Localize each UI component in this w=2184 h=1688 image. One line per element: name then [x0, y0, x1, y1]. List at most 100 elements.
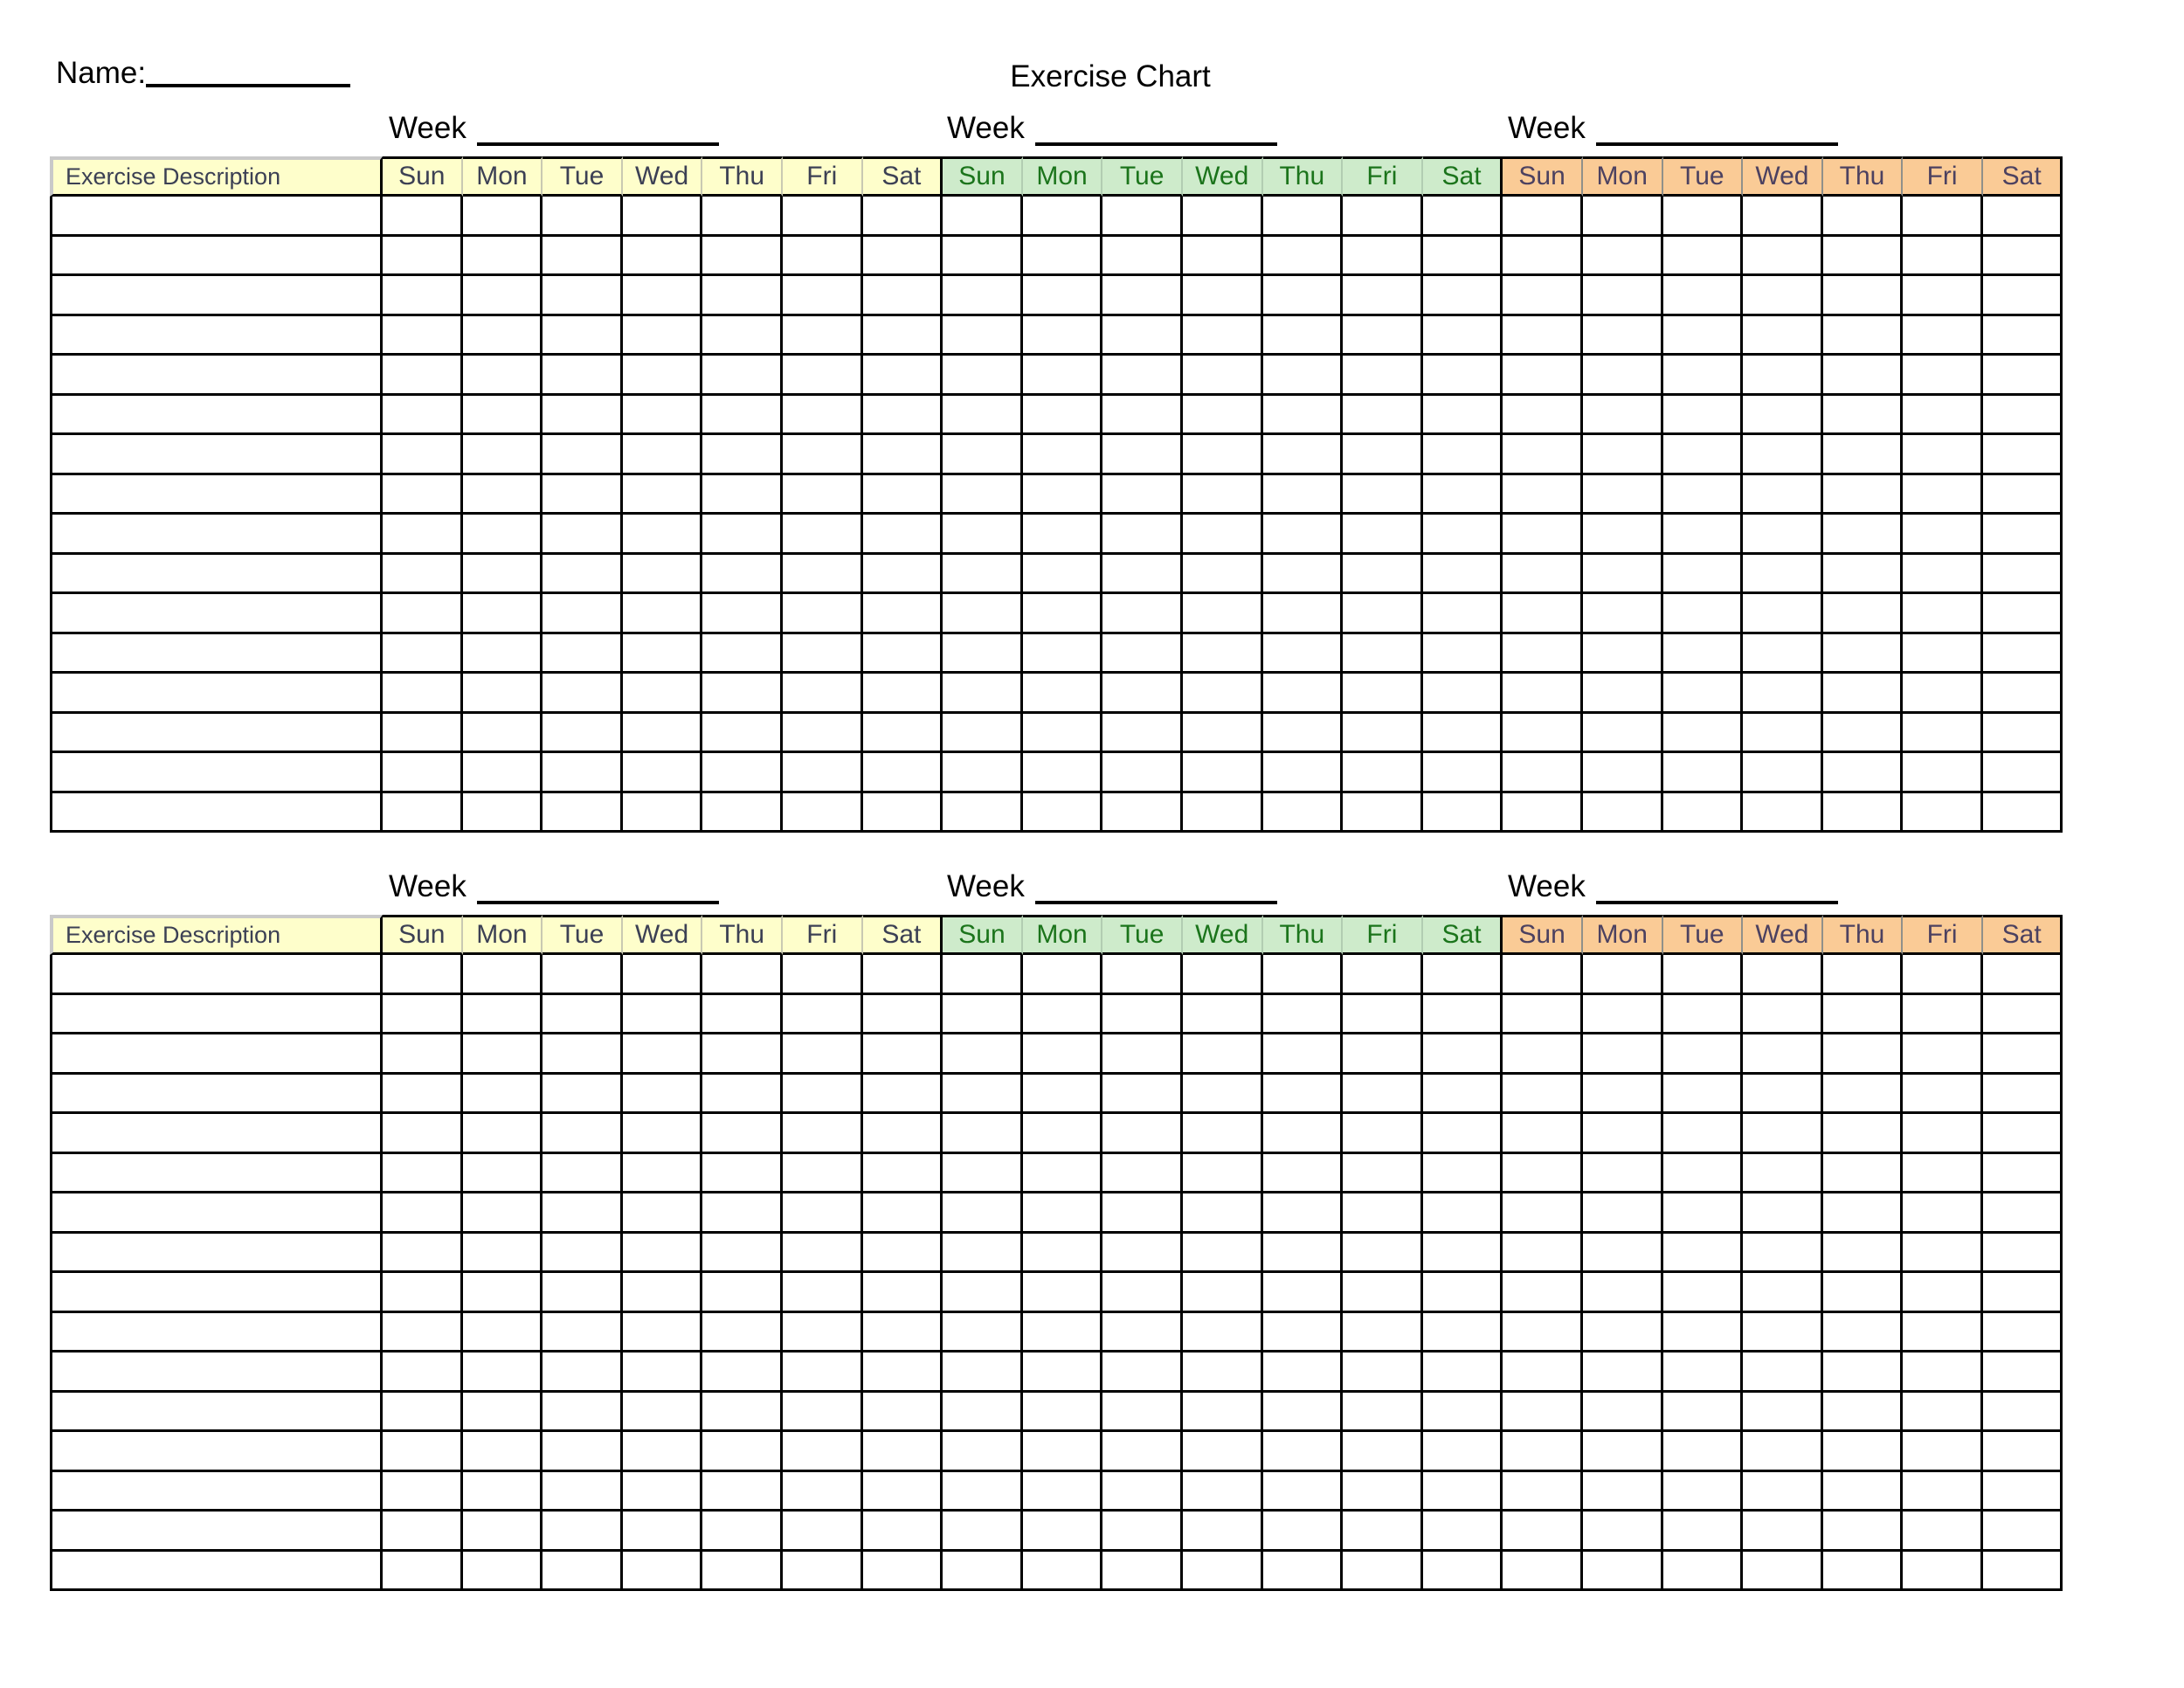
day-cell-week-1[interactable] — [702, 1034, 783, 1075]
day-cell-week-2[interactable] — [1102, 1312, 1183, 1352]
day-cell-week-3[interactable] — [1662, 554, 1744, 594]
day-cell-week-1[interactable] — [862, 474, 943, 515]
day-cell-week-2[interactable] — [1343, 276, 1423, 316]
day-cell-week-3[interactable] — [1662, 594, 1744, 634]
day-cell-week-2[interactable] — [1022, 315, 1103, 356]
day-cell-week-1[interactable] — [543, 594, 623, 634]
day-cell-week-2[interactable] — [1262, 713, 1344, 753]
day-cell-week-2[interactable] — [943, 1233, 1023, 1273]
day-cell-week-3[interactable] — [1662, 1233, 1744, 1273]
day-cell-week-1[interactable] — [862, 1512, 943, 1552]
day-cell-week-1[interactable] — [862, 753, 943, 793]
day-cell-week-1[interactable] — [383, 633, 463, 674]
day-cell-week-2[interactable] — [1182, 633, 1263, 674]
day-cell-week-2[interactable] — [1343, 1392, 1423, 1432]
day-cell-week-2[interactable] — [1022, 515, 1103, 555]
day-cell-week-3[interactable] — [1743, 395, 1823, 435]
day-cell-week-2[interactable] — [1022, 594, 1103, 634]
day-cell-week-3[interactable] — [1743, 994, 1823, 1034]
day-cell-week-3[interactable] — [1503, 1273, 1583, 1313]
exercise-description-cell[interactable] — [50, 1312, 383, 1352]
day-cell-week-3[interactable] — [1822, 197, 1904, 237]
day-cell-week-1[interactable] — [782, 1471, 863, 1512]
day-cell-week-2[interactable] — [1422, 1074, 1503, 1114]
day-cell-week-3[interactable] — [1903, 197, 1983, 237]
exercise-description-cell[interactable] — [50, 1193, 383, 1234]
day-cell-week-2[interactable] — [943, 356, 1023, 396]
day-cell-week-3[interactable] — [1982, 753, 2063, 793]
day-cell-week-2[interactable] — [1422, 713, 1503, 753]
day-cell-week-3[interactable] — [1982, 1193, 2063, 1234]
day-cell-week-2[interactable] — [1422, 276, 1503, 316]
day-cell-week-1[interactable] — [622, 1432, 703, 1472]
day-cell-week-1[interactable] — [543, 1512, 623, 1552]
day-cell-week-2[interactable] — [1343, 1034, 1423, 1075]
day-cell-week-3[interactable] — [1503, 197, 1583, 237]
day-cell-week-3[interactable] — [1662, 1551, 1744, 1591]
day-cell-week-1[interactable] — [383, 435, 463, 475]
day-cell-week-1[interactable] — [622, 1312, 703, 1352]
day-cell-week-3[interactable] — [1822, 674, 1904, 714]
day-cell-week-3[interactable] — [1982, 1392, 2063, 1432]
day-cell-week-1[interactable] — [862, 1312, 943, 1352]
exercise-description-cell[interactable] — [50, 1432, 383, 1472]
day-cell-week-3[interactable] — [1582, 674, 1663, 714]
day-cell-week-2[interactable] — [1262, 1551, 1344, 1591]
day-cell-week-2[interactable] — [1022, 1114, 1103, 1154]
day-cell-week-2[interactable] — [1022, 633, 1103, 674]
exercise-description-cell[interactable] — [50, 474, 383, 515]
day-cell-week-1[interactable] — [782, 1312, 863, 1352]
day-cell-week-2[interactable] — [1262, 435, 1344, 475]
exercise-description-cell[interactable] — [50, 713, 383, 753]
day-cell-week-3[interactable] — [1662, 955, 1744, 995]
day-cell-week-1[interactable] — [462, 554, 543, 594]
day-cell-week-3[interactable] — [1903, 1273, 1983, 1313]
day-cell-week-1[interactable] — [462, 594, 543, 634]
day-cell-week-2[interactable] — [1343, 1512, 1423, 1552]
exercise-description-cell[interactable] — [50, 1114, 383, 1154]
day-cell-week-2[interactable] — [1022, 1352, 1103, 1393]
day-cell-week-3[interactable] — [1582, 236, 1663, 276]
day-cell-week-3[interactable] — [1822, 594, 1904, 634]
day-cell-week-3[interactable] — [1743, 315, 1823, 356]
day-cell-week-2[interactable] — [1182, 1312, 1263, 1352]
day-cell-week-2[interactable] — [1343, 1153, 1423, 1193]
day-cell-week-3[interactable] — [1662, 515, 1744, 555]
day-cell-week-3[interactable] — [1743, 674, 1823, 714]
day-cell-week-2[interactable] — [1343, 1352, 1423, 1393]
day-cell-week-3[interactable] — [1582, 1114, 1663, 1154]
day-cell-week-1[interactable] — [862, 276, 943, 316]
exercise-description-cell[interactable] — [50, 1471, 383, 1512]
day-cell-week-2[interactable] — [1102, 1233, 1183, 1273]
day-cell-week-3[interactable] — [1582, 1512, 1663, 1552]
day-cell-week-1[interactable] — [543, 955, 623, 995]
day-cell-week-2[interactable] — [1182, 792, 1263, 833]
day-cell-week-1[interactable] — [462, 1193, 543, 1234]
day-cell-week-2[interactable] — [1022, 236, 1103, 276]
exercise-description-cell[interactable] — [50, 674, 383, 714]
day-cell-week-2[interactable] — [1422, 1471, 1503, 1512]
day-cell-week-2[interactable] — [943, 276, 1023, 316]
day-cell-week-3[interactable] — [1903, 1432, 1983, 1472]
day-cell-week-2[interactable] — [1422, 594, 1503, 634]
day-cell-week-1[interactable] — [862, 1233, 943, 1273]
day-cell-week-1[interactable] — [622, 197, 703, 237]
day-cell-week-3[interactable] — [1903, 1233, 1983, 1273]
day-cell-week-1[interactable] — [622, 1471, 703, 1512]
day-cell-week-2[interactable] — [943, 792, 1023, 833]
day-cell-week-2[interactable] — [1102, 1392, 1183, 1432]
day-cell-week-2[interactable] — [1022, 792, 1103, 833]
day-cell-week-3[interactable] — [1982, 554, 2063, 594]
day-cell-week-3[interactable] — [1822, 276, 1904, 316]
day-cell-week-1[interactable] — [782, 594, 863, 634]
day-cell-week-2[interactable] — [1422, 515, 1503, 555]
day-cell-week-3[interactable] — [1743, 792, 1823, 833]
day-cell-week-3[interactable] — [1982, 1034, 2063, 1075]
day-cell-week-2[interactable] — [1102, 1193, 1183, 1234]
day-cell-week-3[interactable] — [1903, 1512, 1983, 1552]
day-cell-week-2[interactable] — [1102, 1432, 1183, 1472]
day-cell-week-1[interactable] — [543, 197, 623, 237]
day-cell-week-3[interactable] — [1903, 1471, 1983, 1512]
day-cell-week-1[interactable] — [383, 594, 463, 634]
day-cell-week-3[interactable] — [1662, 1312, 1744, 1352]
